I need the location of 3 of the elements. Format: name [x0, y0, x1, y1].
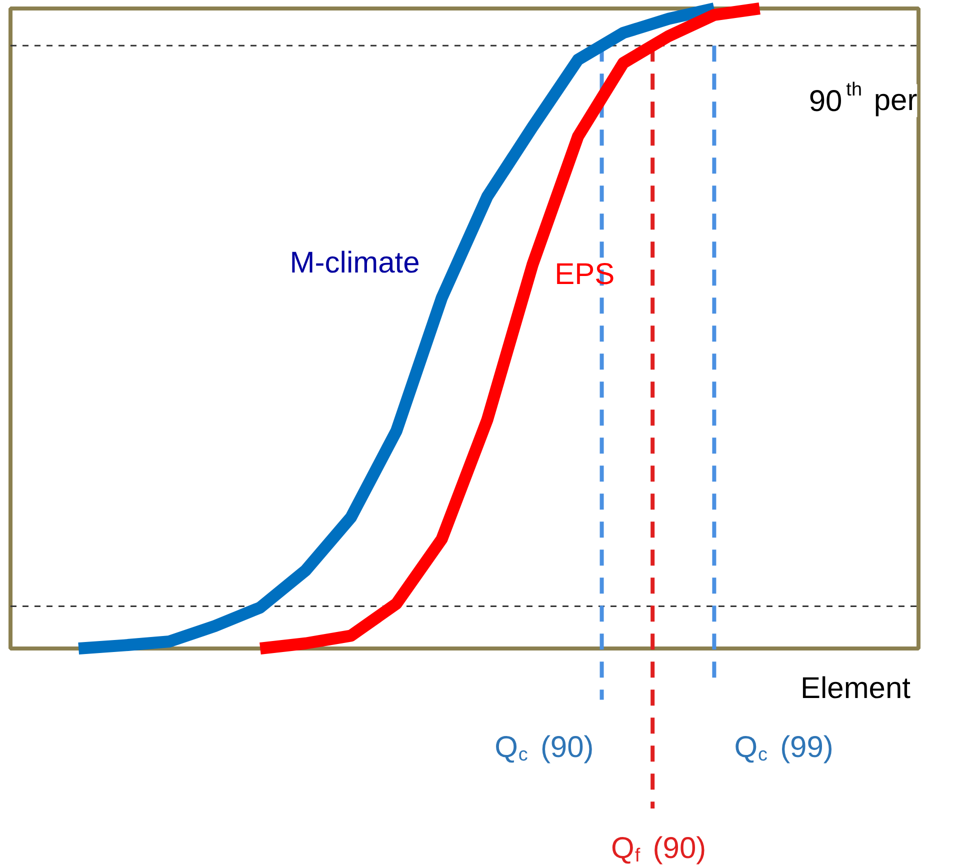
- series-label: EPS: [554, 258, 615, 291]
- series-label: M-climate: [290, 246, 420, 280]
- x-axis-title: Element: [800, 672, 912, 705]
